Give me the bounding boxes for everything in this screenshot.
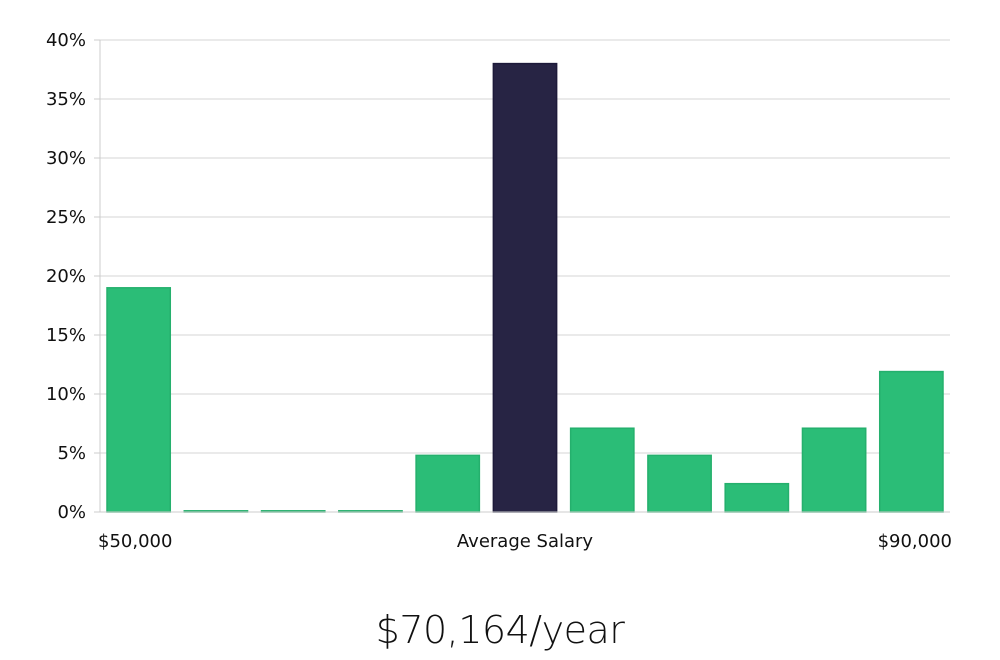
average-salary-caption: $70,164/year <box>375 608 625 652</box>
bar-9 <box>724 482 790 513</box>
y-tick-label: 20% <box>46 266 86 287</box>
y-tick-label: 0% <box>57 502 86 523</box>
salary-histogram: 0% 5% 10% 15% 20% 25% 30% 35% 40% $50,000 Averag… <box>46 30 952 552</box>
bar-7 <box>569 427 635 513</box>
axes <box>94 39 950 513</box>
bar-10 <box>801 427 867 513</box>
y-tick-label: 10% <box>46 384 86 405</box>
y-tick-label: 35% <box>46 89 86 110</box>
bar-5 <box>415 454 481 513</box>
x-label-min: $50,000 <box>98 531 172 552</box>
x-label-max: $90,000 <box>878 531 952 552</box>
x-axis-labels: $50,000 Average Salary $90,000 <box>98 531 952 552</box>
bar-1 <box>106 287 172 513</box>
y-tick-label: 30% <box>46 148 86 169</box>
bar-average-salary <box>492 62 558 513</box>
x-label-average: Average Salary <box>457 531 594 552</box>
y-tick-label: 15% <box>46 325 86 346</box>
y-tick-label: 40% <box>46 30 86 51</box>
chart-svg: 0% 5% 10% 15% 20% 25% 30% 35% 40% $50,000 Averag… <box>46 30 952 552</box>
y-tick-label: 25% <box>46 207 86 228</box>
y-tick-labels: 0% 5% 10% 15% 20% 25% 30% 35% 40% <box>46 30 86 523</box>
bar-8 <box>647 454 712 513</box>
bar-11 <box>878 370 944 513</box>
bars <box>106 62 944 513</box>
y-tick-label: 5% <box>57 443 86 464</box>
